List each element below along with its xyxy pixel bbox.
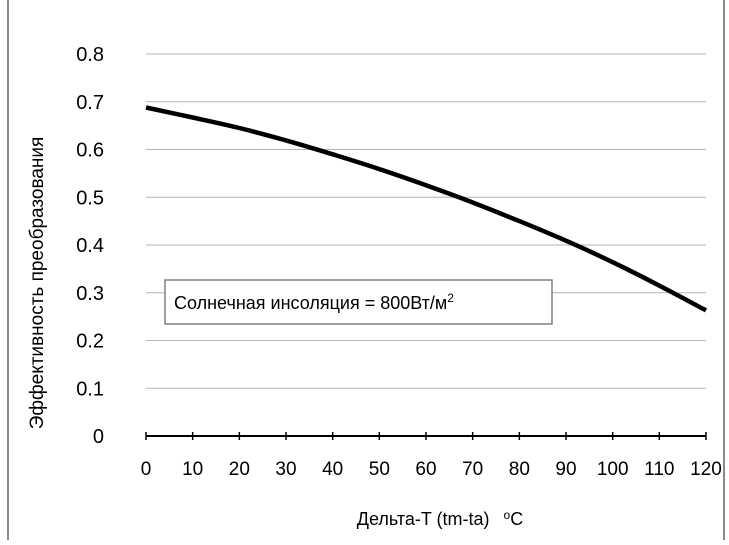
y-tick-label: 0.1 — [76, 378, 104, 400]
series-layer — [145, 105, 708, 313]
x-tick-label: 120 — [690, 459, 722, 480]
x-tick-label: 20 — [229, 459, 250, 480]
annotation-text: Солнечная инсоляция = 800Вт/м2 — [174, 291, 454, 313]
annotation-superscript: 2 — [447, 291, 454, 305]
x-tick-label: 50 — [369, 459, 390, 480]
x-axis-label: Дельта-T (tm-ta) oC — [357, 508, 523, 529]
x-axis-unit-degree: o — [504, 508, 511, 522]
y-tick-label: 0.5 — [76, 187, 104, 209]
x-tick-label: 40 — [322, 459, 343, 480]
x-tick-label: 60 — [415, 459, 436, 480]
y-tick-label: 0.4 — [76, 235, 104, 257]
x-tick-label: 110 — [644, 459, 674, 480]
y-tick-label: 0.3 — [76, 283, 104, 305]
x-tick-label: 80 — [509, 459, 530, 480]
x-tick-label: 90 — [555, 459, 576, 480]
y-tick-label: 0.2 — [76, 331, 104, 353]
y-axis-tick-labels: 0 0.1 0.2 0.3 0.4 0.5 0.6 0.7 0.8 — [76, 44, 104, 448]
x-tick-label: 30 — [275, 459, 296, 480]
x-tick-label: 100 — [597, 459, 629, 480]
x-axis-label-text: Дельта-T (tm-ta) — [357, 509, 490, 529]
x-axis — [145, 432, 707, 440]
x-axis-tick-labels: 0 10 20 30 40 50 60 70 80 90 100 110 120 — [141, 459, 722, 480]
y-tick-label: 0.7 — [76, 92, 104, 114]
efficiency-line — [145, 105, 708, 313]
y-tick-label: 0 — [93, 426, 104, 448]
y-tick-label: 0.6 — [76, 140, 104, 162]
x-axis-unit-c: C — [510, 509, 523, 529]
y-tick-label: 0.8 — [76, 44, 104, 66]
annotation-box: Солнечная инсоляция = 800Вт/м2 — [164, 279, 553, 325]
annotation-box-frame — [164, 279, 553, 325]
annotation-main: Солнечная инсоляция = 800Вт/м — [174, 293, 447, 313]
chart-frame — [7, 0, 725, 545]
y-axis-label: Эффективность преобразования — [27, 137, 48, 430]
x-tick-label: 70 — [462, 459, 483, 480]
x-tick-label: 0 — [141, 459, 152, 480]
x-tick-label: 10 — [182, 459, 203, 480]
